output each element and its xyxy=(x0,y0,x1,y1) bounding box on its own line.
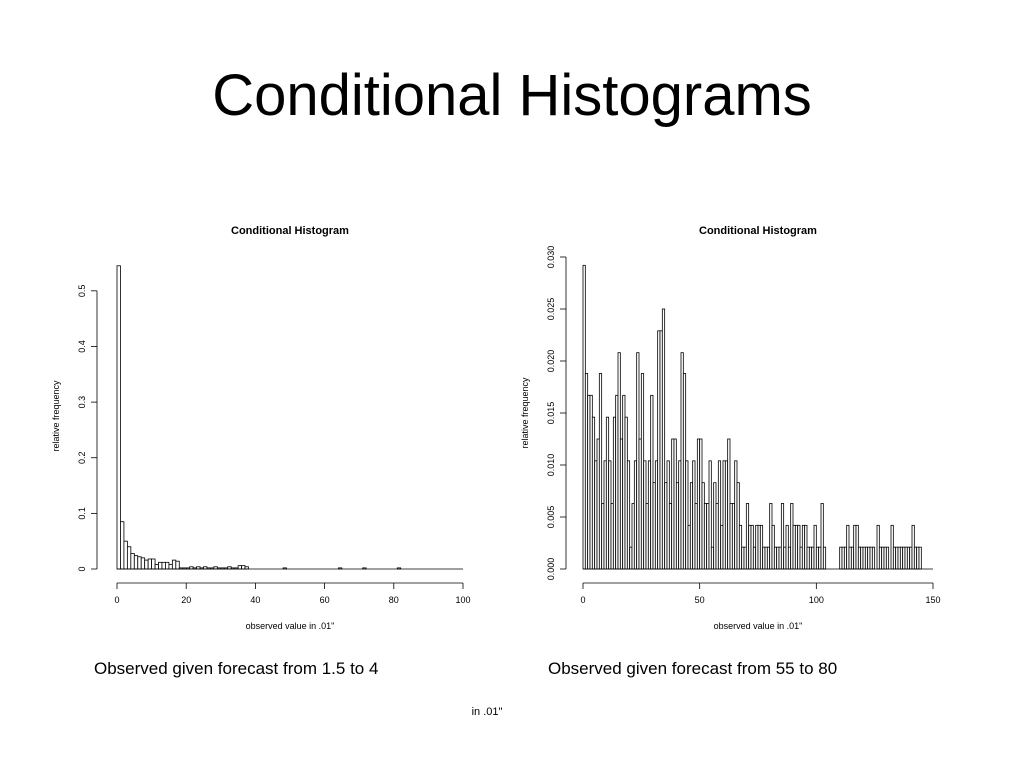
histogram-bar xyxy=(918,546,922,570)
histogram-bar xyxy=(241,565,246,570)
y-tick-label: 0.2 xyxy=(77,451,87,464)
histogram-bar xyxy=(123,540,128,570)
histogram-bar xyxy=(885,546,890,570)
chart-title: Conditional Histogram xyxy=(231,225,349,237)
x-axis: 0 50 100 150 xyxy=(580,582,941,605)
x-tick-label: 100 xyxy=(809,595,824,605)
y-tick-label: 0.025 xyxy=(546,298,556,321)
x-axis-label: observed value in .01" xyxy=(246,621,335,631)
y-tick-label: 0.010 xyxy=(546,454,556,477)
histogram-bar xyxy=(116,265,121,570)
bars xyxy=(582,264,922,570)
caption-right: Observed given forecast from 55 to 80 xyxy=(548,659,838,678)
histogram-bar xyxy=(158,561,163,570)
histogram-bar xyxy=(171,559,177,570)
x-tick-label: 40 xyxy=(250,595,260,605)
y-tick-label: 0.1 xyxy=(77,507,87,520)
histogram-bar xyxy=(126,546,132,570)
x-tick-label: 0 xyxy=(114,595,119,605)
histogram-bar xyxy=(147,558,152,570)
histogram-bar xyxy=(175,560,180,570)
histogram-left: Conditional Histogram 0 20 40 60 80 100 observe… xyxy=(51,225,471,631)
histogram-bar xyxy=(133,555,139,570)
y-tick-label: 0.020 xyxy=(546,350,556,373)
caption-left: Observed given forecast from 1.5 to 4 xyxy=(94,659,379,678)
histogram-bar xyxy=(151,558,156,570)
x-axis-label: observed value in .01" xyxy=(714,621,803,631)
x-tick-label: 20 xyxy=(181,595,191,605)
histogram-bar xyxy=(161,561,166,570)
y-axis-label: relative frequency xyxy=(520,377,530,449)
x-tick-label: 0 xyxy=(580,595,585,605)
histogram-bar xyxy=(140,557,146,570)
y-tick-label: 0.5 xyxy=(77,285,87,298)
footnote: in .01" xyxy=(471,706,503,718)
histogram-bar xyxy=(130,553,135,570)
y-tick-label: 0 xyxy=(77,566,87,571)
bars xyxy=(116,265,402,570)
y-axis-label: relative frequency xyxy=(51,380,61,452)
x-tick-label: 100 xyxy=(455,595,470,605)
y-axis: 0.000 0.005 0.010 0.015 0.020 0.025 0.030 xyxy=(546,246,567,581)
y-tick-label: 0.3 xyxy=(77,396,87,409)
histogram-bar xyxy=(137,556,142,570)
x-axis: 0 20 40 60 80 100 xyxy=(114,582,471,605)
x-tick-label: 50 xyxy=(695,595,705,605)
y-axis: 0 0.1 0.2 0.3 0.4 0.5 xyxy=(77,285,98,572)
y-tick-label: 0.015 xyxy=(546,402,556,425)
histogram-right: Conditional Histogram 0 50 100 150 observed v… xyxy=(520,225,941,631)
y-tick-label: 0.000 xyxy=(546,558,556,581)
histogram-bar xyxy=(822,546,827,570)
x-tick-label: 60 xyxy=(320,595,330,605)
histogram-bar xyxy=(120,521,125,570)
histogram-bar xyxy=(168,564,173,570)
histogram-bar xyxy=(165,561,170,570)
chart-title: Conditional Histogram xyxy=(699,225,817,237)
y-tick-label: 0.030 xyxy=(546,246,556,269)
x-tick-label: 80 xyxy=(389,595,399,605)
y-tick-label: 0.4 xyxy=(77,340,87,353)
histogram-bar xyxy=(871,546,876,570)
y-tick-label: 0.005 xyxy=(546,506,556,529)
slide-title: Conditional Histograms xyxy=(212,63,812,128)
histogram-bar xyxy=(154,564,159,570)
histogram-bar xyxy=(144,559,149,570)
x-tick-label: 150 xyxy=(925,595,940,605)
histogram-bar xyxy=(237,565,242,570)
